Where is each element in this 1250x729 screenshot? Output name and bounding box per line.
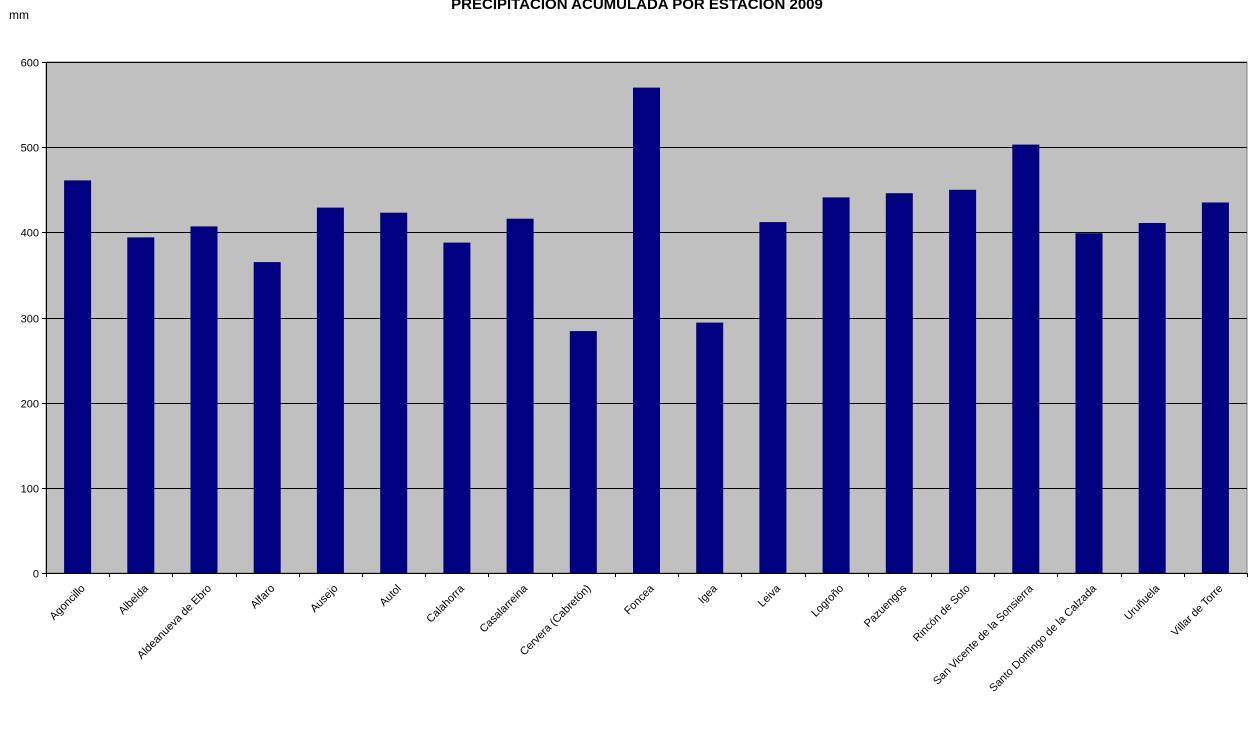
- y-tick-label: 0: [33, 569, 39, 581]
- x-tick-label: Leiva: [756, 582, 784, 610]
- x-tick-label: Foncea: [622, 582, 657, 617]
- x-tick-label: Alfaro: [249, 583, 278, 612]
- x-tick-label: Casalarreina: [478, 582, 531, 635]
- y-tick-label: 100: [21, 484, 39, 496]
- bar: [1075, 233, 1103, 573]
- x-tick-label: Villar de Torre: [1169, 583, 1225, 639]
- bar: [1012, 144, 1040, 573]
- x-tick-label: Uruñuela: [1122, 582, 1163, 623]
- x-tick-label: Rincón de Soto: [911, 583, 973, 645]
- y-tick-label: 600: [21, 58, 39, 70]
- x-tick-label: San Vicente de la Sonsierra: [931, 582, 1036, 687]
- bar: [696, 322, 724, 573]
- y-tick-label: 400: [21, 228, 39, 240]
- bar: [569, 331, 597, 573]
- bar: [190, 226, 218, 573]
- x-tick-label: Autol: [378, 583, 404, 609]
- bar: [127, 237, 155, 573]
- x-tick-label: Cervera (Cabretón): [518, 583, 593, 658]
- bar: [380, 212, 408, 573]
- bar: [443, 242, 471, 573]
- y-axis-unit-label: mm: [9, 8, 29, 22]
- bar: [64, 180, 92, 573]
- x-tick-label: Ausejo: [308, 583, 340, 615]
- y-tick-label: 300: [21, 314, 39, 326]
- y-tick-label: 200: [21, 399, 39, 411]
- bar: [253, 262, 281, 573]
- x-tick-label: Calahorra: [424, 582, 467, 625]
- bar: [759, 222, 787, 573]
- bar: [949, 189, 977, 574]
- x-tick-label: Igea: [696, 582, 720, 606]
- bar: [1201, 202, 1229, 573]
- x-tick-label: Logroño: [809, 583, 846, 620]
- bar: [506, 218, 534, 573]
- bar: [633, 87, 660, 573]
- x-tick-label: Agoncillo: [48, 583, 88, 623]
- chart-title: PRECIPITACIÓN ACUMULADA POR ESTACIÓN 200…: [451, 0, 823, 13]
- x-tick-label: Santo Domingo de la Calzada: [987, 582, 1099, 694]
- y-axis-ticks: 0 100 200 300 400 500 600: [21, 58, 46, 581]
- axes: [46, 62, 1247, 574]
- bar: [885, 193, 913, 573]
- bar: [316, 207, 344, 573]
- y-tick-label: 500: [21, 143, 39, 155]
- bars: [64, 87, 1229, 574]
- x-tick-label: Albelda: [116, 582, 151, 617]
- bar: [1138, 223, 1166, 573]
- x-tick-label: Pazuengos: [862, 582, 910, 630]
- bar: [822, 197, 850, 573]
